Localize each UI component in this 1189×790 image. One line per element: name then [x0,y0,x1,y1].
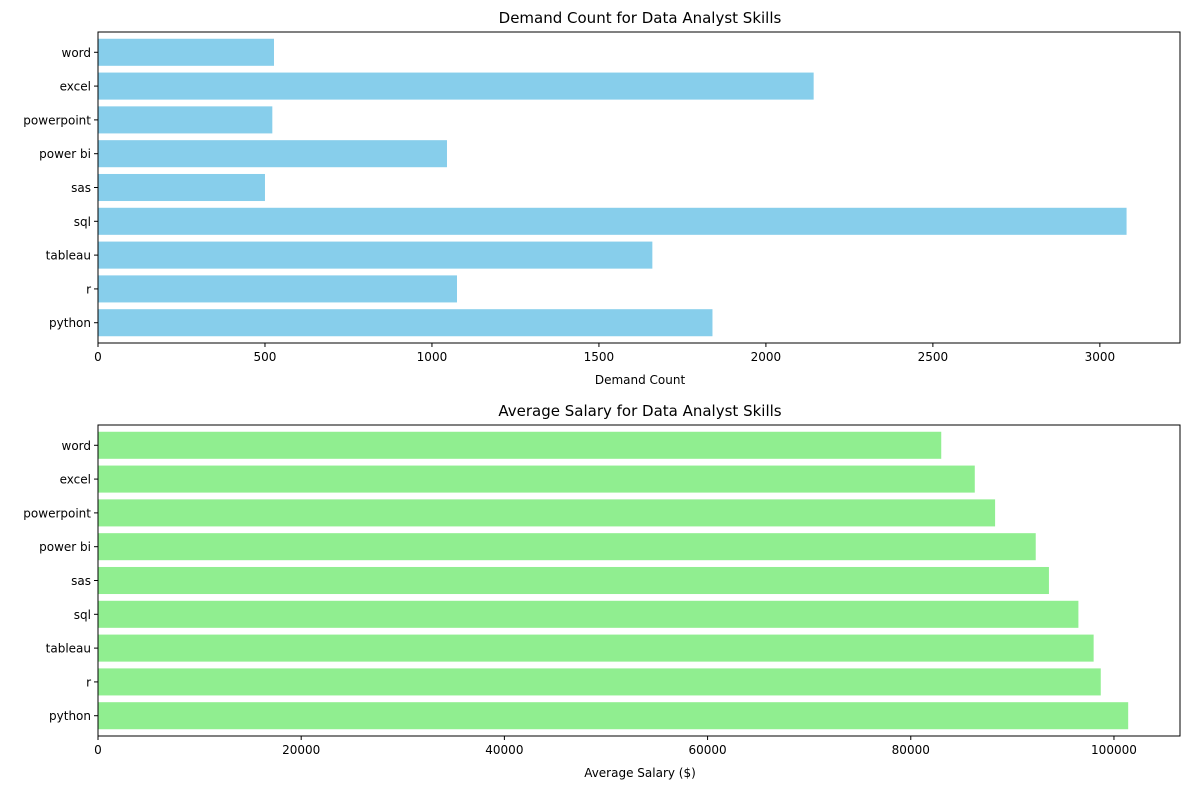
y-tick-label: tableau [46,249,91,263]
bar-python [98,702,1129,730]
y-tick-label: r [86,675,91,689]
x-tick-label: 3000 [1085,350,1116,364]
x-tick-label: 80000 [892,743,930,757]
average-salary-chart: Average Salary for Data Analyst Skills A… [23,402,1181,780]
bar-python [98,309,713,337]
y-tick-label: sql [74,608,91,622]
y-tick-label: word [62,439,92,453]
demand-count-chart: Demand Count for Data Analyst Skills Dem… [23,9,1181,387]
x-tick-label: 40000 [485,743,523,757]
bar-word [98,431,942,459]
bar-word [98,38,274,66]
x-axis-label: Demand Count [595,373,686,387]
bar-r [98,668,1101,696]
x-tick-label: 500 [254,350,277,364]
y-tick-label: word [62,46,92,60]
x-tick-label: 0 [94,350,102,364]
x-tick-label: 1000 [417,350,448,364]
y-tick-label: python [49,709,91,723]
y-tick-label: powerpoint [23,113,91,127]
y-tick-label: excel [60,473,91,487]
x-tick-label: 0 [94,743,102,757]
bar-powerpoint [98,499,996,527]
x-tick-label: 100000 [1091,743,1137,757]
y-tick-label: python [49,316,91,330]
y-tick-label: r [86,282,91,296]
y-tick-label: powerpoint [23,506,91,520]
x-tick-label: 2500 [918,350,949,364]
bar-sql [98,600,1079,628]
bar-sas [98,566,1049,595]
chart-title: Demand Count for Data Analyst Skills [499,9,782,27]
bar-tableau [98,241,653,269]
bar-power-bi [98,533,1036,561]
y-tick-label: power bi [39,540,91,554]
x-tick-label: 60000 [688,743,726,757]
y-tick-label: sas [71,574,91,588]
bar-r [98,275,457,303]
y-tick-label: excel [60,80,91,94]
y-tick-label: sql [74,215,91,229]
x-tick-label: 20000 [282,743,320,757]
bar-power-bi [98,140,447,168]
x-axis-label: Average Salary ($) [584,766,696,780]
bar-powerpoint [98,106,273,134]
y-tick-label: sas [71,181,91,195]
y-tick-label: tableau [46,642,91,656]
bar-sas [98,173,265,202]
x-tick-label: 1500 [584,350,615,364]
bar-excel [98,465,975,493]
chart-title: Average Salary for Data Analyst Skills [498,402,781,420]
bar-excel [98,72,814,100]
bar-sql [98,207,1127,235]
bar-tableau [98,634,1094,662]
x-tick-label: 2000 [751,350,782,364]
y-tick-label: power bi [39,147,91,161]
